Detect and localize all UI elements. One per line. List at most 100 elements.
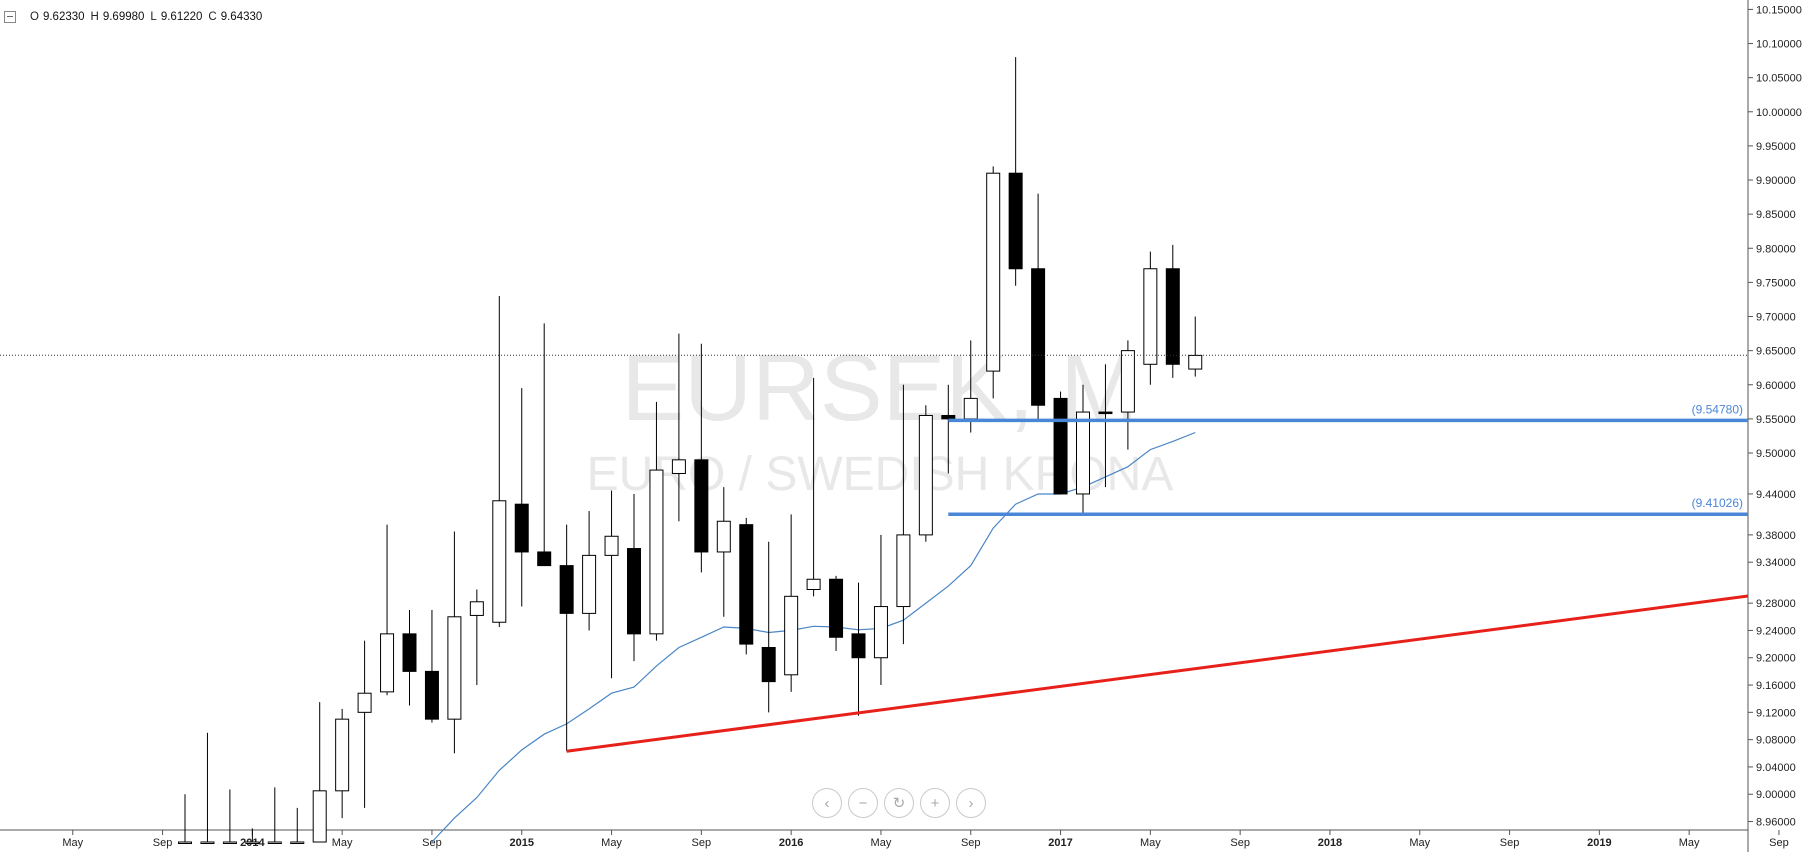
time-tick-label: 2019 [1587,837,1611,849]
price-tick-label: 9.80000 [1756,243,1796,255]
collapse-icon[interactable] [4,11,16,23]
candle [873,534,888,686]
candle [829,575,844,651]
time-tick-label: Sep [692,837,712,849]
scroll-right-button[interactable]: › [956,788,986,818]
candle [716,487,731,617]
time-tick-label: Sep [1230,837,1250,849]
watermark: EURSEK, M EURO / SWEDISH KRONA [587,335,1174,501]
candle-body [424,670,439,720]
candle-body [1031,268,1046,406]
time-tick-label: May [1679,837,1700,849]
candle-body [873,606,888,659]
candle-body [469,601,484,616]
price-tick-label: 9.34000 [1756,557,1796,569]
low-value: 9.61220 [160,11,203,23]
moving-average [431,431,1196,843]
candle-body [716,520,731,553]
candle-body [357,692,372,713]
price-tick-label: 9.16000 [1756,680,1796,692]
price-tick-label: 9.60000 [1756,380,1796,392]
price-tick-label: 9.24000 [1756,625,1796,637]
time-tick-label: 2015 [510,837,534,849]
horizontal-level-label: (9.54780) [1692,402,1743,416]
candle [649,401,664,641]
candle [1143,251,1158,385]
candle-body [694,459,709,553]
candle-body [335,718,350,792]
time-tick-label: Sep [1500,837,1520,849]
candle-body [1143,268,1158,365]
time-tick-label: Sep [422,837,442,849]
zoom-in-button[interactable]: + [920,788,950,818]
candle [200,732,215,844]
price-tick-label: 9.65000 [1756,346,1796,358]
candle [784,514,799,692]
price-tick-label: 9.90000 [1756,175,1796,187]
candle [178,794,192,844]
candle-body [312,790,327,843]
candle-body [963,397,978,420]
candle-body [784,595,799,676]
candle-body [986,172,1001,372]
candle [559,524,574,752]
candle-body [1008,172,1023,270]
watermark-description: EURO / SWEDISH KRONA [587,448,1174,501]
candle-body [245,841,260,844]
candle-body [222,841,237,844]
time-tick-label: 2017 [1048,837,1072,849]
price-tick-label: 10.00000 [1756,107,1802,119]
zoom-out-button[interactable]: − [848,788,878,818]
candle [986,166,1001,399]
high-key: H [90,11,99,23]
candle-body [582,554,597,614]
candle-body [1053,397,1068,495]
candle-body [941,414,956,420]
price-tick-label: 9.04000 [1756,762,1796,774]
candle [380,524,395,696]
candle [290,807,305,844]
candle [424,609,439,723]
price-tick-label: 9.95000 [1756,141,1796,153]
candle [671,333,686,522]
price-tick-label: 9.38000 [1756,530,1796,542]
drawings: (9.54780) (9.41026) [0,354,1749,753]
candle [245,828,260,844]
price-tick-label: 9.12000 [1756,707,1796,719]
candle [335,708,350,819]
candle-body [178,841,192,844]
time-tick-label: May [1409,837,1430,849]
moving-average-line [431,431,1196,843]
candle-body [1165,268,1180,365]
close-value: 9.64330 [220,11,263,23]
candle [267,787,282,844]
candle [918,405,933,542]
candle [582,511,597,631]
candle [806,377,821,597]
candle-body [1120,350,1135,413]
candle [627,493,641,662]
candle [761,541,776,713]
reset-chart-button[interactable]: ↻ [884,788,914,818]
candle-body [739,524,754,645]
scroll-left-button[interactable]: ‹ [812,788,842,818]
candle [1008,57,1023,286]
candle [694,343,709,573]
candle-body [829,578,844,638]
candle-body [537,551,552,567]
candle-body [200,841,215,844]
candle [604,490,619,679]
time-tick-label: Sep [1769,837,1789,849]
trend-line [566,594,1749,753]
price-tick-label: 10.10000 [1756,39,1802,51]
price-tick-label: 8.96000 [1756,817,1796,829]
candle [537,323,552,567]
candle [222,789,237,844]
candle [469,589,484,686]
time-tick-label: May [601,837,622,849]
candle-body [627,548,641,635]
candle [1098,364,1113,488]
